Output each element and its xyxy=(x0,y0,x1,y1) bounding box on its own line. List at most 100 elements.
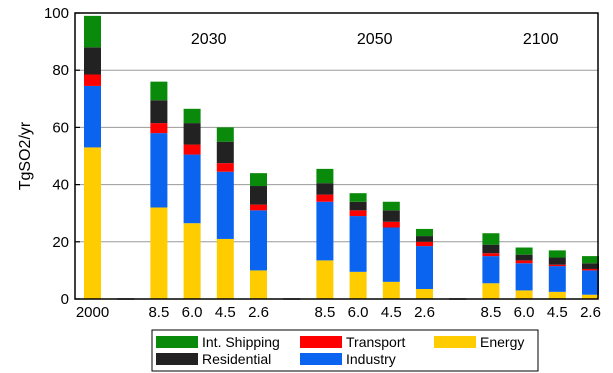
bar-energy-2000-2000 xyxy=(84,147,101,299)
bar-industry-2030-2-6 xyxy=(250,210,267,271)
x-tick-label-2100-4-5: 4.5 xyxy=(547,304,568,321)
y-tick-label-20: 20 xyxy=(52,234,69,251)
bar-residential-2030-2-6 xyxy=(250,186,267,205)
bar-int-shipping-2050-6-0 xyxy=(349,193,367,202)
bar-int-shipping-2030-6-0 xyxy=(183,108,201,124)
y-tick-label-80: 80 xyxy=(52,62,69,79)
bar-energy-2100-4-5 xyxy=(548,291,566,299)
legend-swatch-transport xyxy=(300,336,342,348)
bar-energy-2030-2-6 xyxy=(250,270,267,299)
bar-energy-2050-4-5 xyxy=(382,281,400,299)
bar-int-shipping-2050-4-5 xyxy=(382,201,400,211)
bar-industry-2100-8-5 xyxy=(482,256,500,284)
bar-int-shipping-2030-8-5 xyxy=(150,81,168,101)
legend-swatch-int-shipping xyxy=(156,336,198,348)
bar-residential-2000-2000 xyxy=(84,47,101,75)
period-label-2050: 2050 xyxy=(357,31,393,48)
bar-transport-2100-2-6 xyxy=(582,268,599,271)
x-tick-label-2030-6-0: 6.0 xyxy=(182,304,203,321)
legend: Int. Shipping Transport Energy Residential I… xyxy=(151,329,539,372)
bar-residential-2030-8-5 xyxy=(150,100,168,124)
period-label-2100: 2100 xyxy=(523,31,559,48)
bar-transport-2030-2-6 xyxy=(250,204,267,211)
legend-swatch-industry xyxy=(300,353,342,365)
period-labels: 2030 2050 2100 xyxy=(191,31,559,48)
legend-swatch-energy xyxy=(434,336,476,348)
bar-residential-2030-4-5 xyxy=(216,141,234,164)
bar-int-shipping-2050-2-6 xyxy=(416,228,433,237)
bar-industry-2030-8-5 xyxy=(150,133,168,208)
bar-industry-2100-2-6 xyxy=(582,270,599,295)
bar-int-shipping-2100-4-5 xyxy=(548,250,566,258)
bar-industry-2100-6-0 xyxy=(515,263,533,291)
bar-transport-2100-8-5 xyxy=(482,253,500,257)
bar-industry-2100-4-5 xyxy=(548,266,566,292)
y-tick-label-40: 40 xyxy=(52,177,69,194)
bar-transport-2050-8-5 xyxy=(316,194,334,202)
axes xyxy=(74,12,599,300)
y-tick-label-60: 60 xyxy=(52,119,69,136)
legend-swatch-residential xyxy=(156,353,198,365)
x-tick-label-2100-6-0: 6.0 xyxy=(514,304,535,321)
bar-residential-2100-6-0 xyxy=(515,254,533,261)
bar-energy-2030-8-5 xyxy=(150,207,168,299)
legend-label-industry: Industry xyxy=(346,351,396,367)
y-tick-label-100: 100 xyxy=(44,5,69,22)
x-tick-label-2000-2000: 2000 xyxy=(76,304,109,321)
bar-transport-2050-4-5 xyxy=(382,221,400,228)
bar-transport-2030-6-0 xyxy=(183,144,201,155)
bar-industry-2050-4-5 xyxy=(382,227,400,282)
bar-residential-2050-4-5 xyxy=(382,210,400,222)
legend-label-residential: Residential xyxy=(202,351,271,367)
x-tick-label-2030-2-6: 2.6 xyxy=(248,304,269,321)
x-tick-label-2050-6-0: 6.0 xyxy=(348,304,369,321)
bar-transport-2100-4-5 xyxy=(548,264,566,267)
bar-int-shipping-2100-6-0 xyxy=(515,247,533,255)
x-tick-label-2030-8-5: 8.5 xyxy=(148,304,169,321)
bar-energy-2050-6-0 xyxy=(349,271,367,299)
bar-energy-2100-2-6 xyxy=(582,294,599,299)
bar-industry-2050-2-6 xyxy=(416,246,433,289)
bar-residential-2050-8-5 xyxy=(316,183,334,195)
bar-int-shipping-2000-2000 xyxy=(84,15,101,48)
plot-frame xyxy=(74,12,599,300)
legend-label-transport: Transport xyxy=(346,334,406,350)
bar-industry-2050-8-5 xyxy=(316,201,334,261)
tick-labels: 0 20 40 60 80 100 2000 8.5 6.0 4.5 2.6 8.5 6.0 4.5 2.6… xyxy=(44,5,601,321)
x-tick-label-2050-4-5: 4.5 xyxy=(381,304,402,321)
x-tick-label-2030-4-5: 4.5 xyxy=(215,304,236,321)
bar-int-shipping-2030-4-5 xyxy=(216,127,234,142)
bar-int-shipping-2050-8-5 xyxy=(316,168,334,184)
x-tick-label-2050-2-6: 2.6 xyxy=(414,304,435,321)
bar-int-shipping-2100-2-6 xyxy=(582,256,599,264)
x-tick-label-2050-8-5: 8.5 xyxy=(314,304,335,321)
bar-energy-2100-8-5 xyxy=(482,283,500,299)
bar-residential-2100-2-6 xyxy=(582,263,599,269)
bar-energy-2050-2-6 xyxy=(416,288,433,299)
bar-residential-2050-6-0 xyxy=(349,201,367,211)
x-tick-label-2100-2-6: 2.6 xyxy=(580,304,601,321)
bar-energy-2050-8-5 xyxy=(316,260,334,299)
y-tick-label-0: 0 xyxy=(61,291,69,308)
bar-industry-2030-6-0 xyxy=(183,154,201,224)
bar-industry-2000-2000 xyxy=(84,85,101,148)
bar-int-shipping-2100-8-5 xyxy=(482,233,500,245)
bar-residential-2100-8-5 xyxy=(482,244,500,254)
y-axis-label: TgSO2/yr xyxy=(17,121,34,190)
bar-residential-2030-6-0 xyxy=(183,123,201,145)
bar-transport-2100-6-0 xyxy=(515,260,533,264)
bar-int-shipping-2030-2-6 xyxy=(250,173,267,187)
bar-transport-2000-2000 xyxy=(84,74,101,86)
legend-label-int-shipping: Int. Shipping xyxy=(202,334,280,350)
bar-transport-2030-4-5 xyxy=(216,163,234,172)
bars xyxy=(84,15,599,300)
x-tick-label-2100-8-5: 8.5 xyxy=(480,304,501,321)
bar-energy-2030-4-5 xyxy=(216,238,234,299)
bar-residential-2100-4-5 xyxy=(548,257,566,265)
bar-residential-2050-2-6 xyxy=(416,236,433,242)
bar-transport-2050-6-0 xyxy=(349,210,367,217)
bar-energy-2030-6-0 xyxy=(183,223,201,299)
bar-industry-2030-4-5 xyxy=(216,171,234,239)
bar-industry-2050-6-0 xyxy=(349,216,367,272)
